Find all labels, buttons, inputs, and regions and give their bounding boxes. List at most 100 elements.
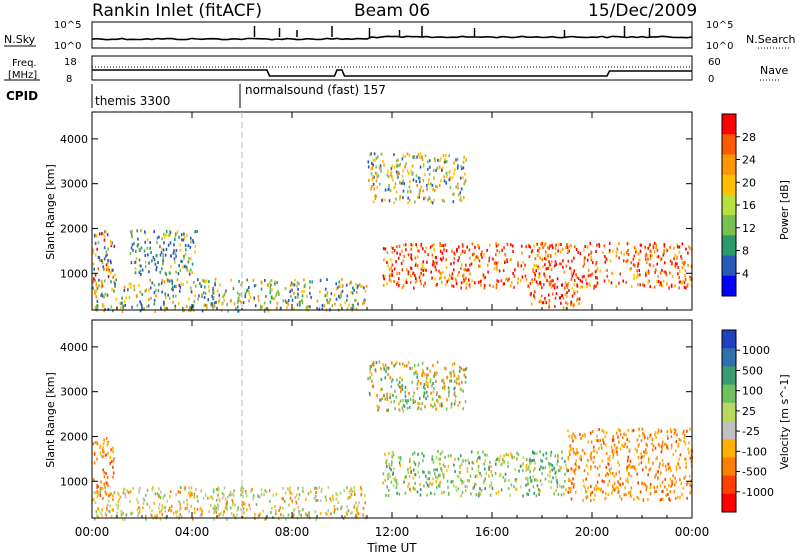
data-cell	[260, 287, 263, 291]
data-cell	[409, 457, 411, 461]
data-cell	[670, 430, 672, 434]
data-cell	[652, 444, 655, 448]
data-cell	[444, 455, 446, 459]
data-cell	[521, 463, 524, 467]
data-cell	[403, 254, 406, 258]
data-cell	[407, 190, 409, 194]
data-cell	[603, 430, 605, 434]
data-cell	[680, 255, 682, 259]
data-cell	[495, 261, 498, 265]
colorbar-swatch	[722, 366, 736, 386]
data-cell	[589, 284, 591, 288]
data-cell	[386, 409, 388, 413]
data-cell	[440, 467, 442, 470]
data-cell	[149, 246, 151, 250]
data-cell	[398, 172, 400, 175]
data-cell	[131, 511, 134, 515]
data-cell	[431, 482, 434, 486]
data-cell	[388, 463, 390, 467]
data-cell	[580, 437, 582, 441]
data-cell	[131, 305, 133, 309]
data-cell	[440, 272, 442, 275]
data-cell	[589, 273, 591, 277]
data-cell	[651, 442, 653, 446]
data-cell	[121, 296, 123, 300]
data-cell	[173, 284, 176, 288]
data-cell	[195, 488, 197, 491]
data-cell	[659, 271, 662, 275]
data-cell	[381, 397, 383, 401]
data-cell	[104, 453, 107, 457]
data-cell	[103, 482, 105, 486]
data-cell	[483, 479, 486, 483]
y-tick-label: 3000	[60, 178, 88, 191]
data-cell	[276, 281, 278, 284]
data-cell	[155, 268, 158, 272]
data-cell	[461, 481, 463, 485]
data-cell	[412, 401, 415, 404]
data-cell	[606, 268, 608, 272]
data-cell	[107, 260, 109, 264]
data-cell	[179, 506, 182, 510]
data-cell	[414, 482, 416, 485]
data-cell	[446, 376, 448, 380]
data-cell	[386, 398, 389, 401]
data-cell	[319, 279, 322, 283]
data-cell	[164, 506, 166, 509]
data-cell	[652, 448, 654, 452]
data-cell	[560, 250, 562, 254]
data-cell	[566, 286, 569, 290]
y-tick-label: 1000	[60, 267, 88, 280]
data-cell	[493, 262, 496, 265]
data-cell	[103, 475, 106, 479]
data-cell	[439, 452, 442, 456]
data-cell	[172, 251, 175, 255]
data-cell	[454, 394, 457, 398]
data-cell	[533, 458, 535, 462]
data-cell	[439, 157, 442, 161]
data-cell	[298, 509, 301, 513]
data-cell	[617, 435, 619, 439]
data-cell	[560, 466, 562, 470]
data-cell	[453, 392, 456, 396]
data-cell	[129, 252, 132, 255]
data-cell	[291, 298, 294, 302]
data-cell	[527, 492, 529, 496]
data-cell	[618, 256, 620, 260]
data-cell	[677, 266, 679, 269]
data-cell	[689, 427, 691, 431]
data-cell	[132, 487, 134, 491]
data-cell	[604, 497, 606, 501]
data-cell	[308, 513, 310, 517]
data-cell	[557, 454, 559, 458]
time-tick-label: 04:00	[175, 525, 210, 539]
data-cell	[501, 249, 503, 253]
data-cell	[594, 493, 596, 497]
data-cell	[656, 485, 659, 489]
data-cell	[427, 182, 430, 186]
data-cell	[153, 298, 156, 302]
data-cell	[423, 267, 426, 271]
data-cell	[679, 478, 681, 482]
data-cell	[385, 493, 387, 497]
data-cell	[584, 245, 586, 248]
data-cell	[594, 263, 597, 267]
data-cell	[643, 450, 645, 454]
data-cell	[346, 294, 349, 298]
data-cell	[338, 294, 340, 298]
data-cell	[533, 451, 536, 455]
data-cell	[208, 285, 210, 289]
data-cell	[574, 462, 577, 466]
data-cell	[670, 284, 673, 288]
data-cell	[587, 486, 589, 490]
data-cell	[148, 298, 150, 302]
data-cell	[159, 253, 162, 257]
data-cell	[582, 479, 585, 483]
data-cell	[344, 515, 346, 519]
data-cell	[673, 490, 676, 494]
data-cell	[578, 297, 581, 301]
data-cell	[186, 280, 188, 284]
data-cell	[539, 242, 542, 246]
data-cell	[544, 298, 547, 302]
data-cell	[153, 258, 156, 262]
